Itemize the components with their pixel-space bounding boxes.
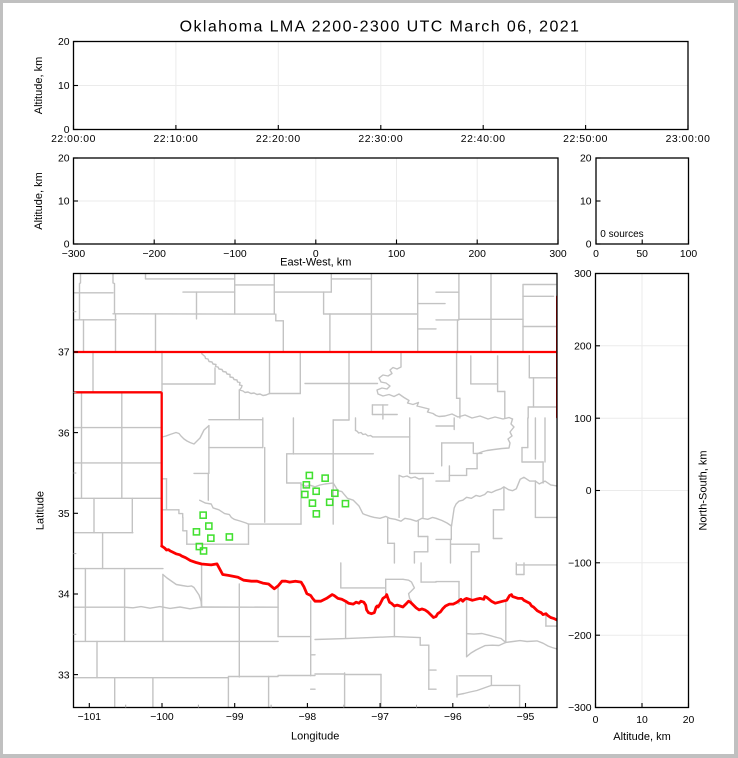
svg-text:−95: −95 [517, 712, 535, 723]
svg-text:23:00:00: 23:00:00 [666, 134, 711, 145]
svg-text:0: 0 [313, 249, 319, 260]
svg-text:−99: −99 [226, 712, 244, 723]
svg-text:Longitude: Longitude [291, 731, 339, 743]
svg-text:50: 50 [636, 249, 648, 260]
svg-text:100: 100 [680, 249, 698, 260]
svg-text:37: 37 [58, 348, 70, 359]
svg-text:22:30:00: 22:30:00 [358, 134, 403, 145]
svg-text:10: 10 [636, 715, 648, 726]
svg-text:300: 300 [549, 249, 567, 260]
svg-text:−300: −300 [62, 249, 86, 260]
svg-text:−200: −200 [568, 631, 592, 642]
svg-text:−97: −97 [371, 712, 389, 723]
svg-text:10: 10 [58, 81, 70, 92]
svg-text:0: 0 [64, 125, 70, 136]
svg-text:0: 0 [593, 715, 599, 726]
svg-text:10: 10 [58, 197, 70, 208]
svg-text:0: 0 [64, 240, 70, 251]
svg-text:20: 20 [58, 37, 70, 48]
svg-text:−98: −98 [299, 712, 317, 723]
svg-text:22:50:00: 22:50:00 [563, 134, 608, 145]
svg-text:20: 20 [683, 715, 695, 726]
svg-text:0: 0 [593, 249, 599, 260]
svg-text:Altitude, km: Altitude, km [33, 57, 45, 114]
svg-text:22:20:00: 22:20:00 [256, 134, 301, 145]
svg-text:−100: −100 [150, 712, 174, 723]
svg-text:100: 100 [574, 414, 592, 425]
svg-text:−96: −96 [444, 712, 462, 723]
svg-text:Altitude, km: Altitude, km [33, 172, 45, 229]
svg-text:Oklahoma LMA 2200-2300 UTC Mar: Oklahoma LMA 2200-2300 UTC March 06, 202… [180, 19, 581, 36]
svg-text:Latitude: Latitude [35, 491, 47, 530]
svg-text:22:40:00: 22:40:00 [461, 134, 506, 145]
svg-text:34: 34 [58, 590, 70, 601]
svg-text:−100: −100 [223, 249, 247, 260]
svg-text:−100: −100 [568, 559, 592, 570]
svg-text:−300: −300 [568, 703, 592, 714]
svg-text:10: 10 [580, 197, 592, 208]
svg-text:20: 20 [58, 154, 70, 165]
svg-text:−200: −200 [142, 249, 166, 260]
svg-text:−101: −101 [78, 712, 102, 723]
svg-text:35: 35 [58, 509, 70, 520]
svg-text:100: 100 [388, 249, 406, 260]
svg-text:33: 33 [58, 670, 70, 681]
svg-text:Altitude, km: Altitude, km [613, 731, 670, 743]
svg-text:22:10:00: 22:10:00 [153, 134, 198, 145]
svg-text:0: 0 [586, 486, 592, 497]
svg-text:200: 200 [469, 249, 487, 260]
svg-text:East-West, km: East-West, km [280, 257, 351, 269]
svg-text:200: 200 [574, 342, 592, 353]
svg-text:0 sources: 0 sources [600, 229, 643, 240]
svg-text:22:00:00: 22:00:00 [51, 134, 96, 145]
svg-text:20: 20 [580, 154, 592, 165]
svg-text:36: 36 [58, 428, 70, 439]
svg-text:North-South, km: North-South, km [698, 450, 710, 530]
svg-text:0: 0 [586, 240, 592, 251]
svg-text:300: 300 [574, 269, 592, 280]
